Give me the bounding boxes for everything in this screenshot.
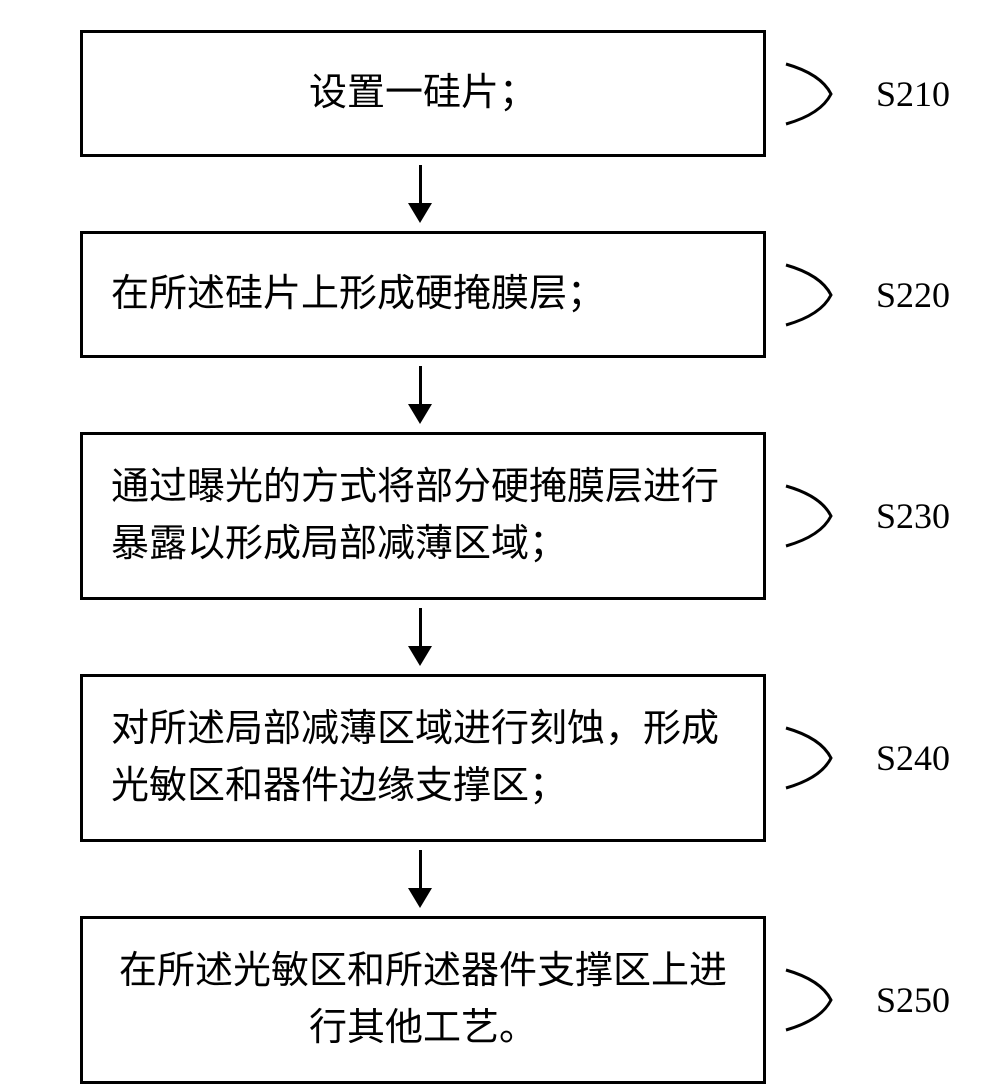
arrow-line (419, 608, 422, 646)
step-row-3: 通过曝光的方式将部分硬掩膜层进行暴露以形成局部减薄区域； S230 (50, 432, 950, 600)
flowchart-container: 设置一硅片； S210 在所述硅片上形成硬掩膜层； S220 通过曝 (50, 30, 950, 1084)
step-label-s230: S230 (876, 495, 950, 537)
label-container-s240: S240 (781, 718, 950, 798)
step-text-s230: 通过曝光的方式将部分硬掩膜层进行暴露以形成局部减薄区域； (111, 459, 735, 573)
label-container-s210: S210 (781, 54, 950, 134)
step-box-s240: 对所述局部减薄区域进行刻蚀，形成光敏区和器件边缘支撑区； (80, 674, 766, 842)
step-box-s250: 在所述光敏区和所述器件支撑区上进行其他工艺。 (80, 916, 766, 1084)
curve-bracket-icon (781, 718, 841, 798)
curve-bracket-icon (781, 960, 841, 1040)
step-box-s220: 在所述硅片上形成硬掩膜层； (80, 231, 766, 358)
arrow-line (419, 165, 422, 203)
arrow-head-icon (408, 646, 432, 666)
curve-bracket-icon (781, 255, 841, 335)
step-label-s240: S240 (876, 737, 950, 779)
curve-bracket-icon (781, 54, 841, 134)
arrow-2 (408, 366, 432, 424)
arrow-line (419, 366, 422, 404)
step-text-s240: 对所述局部减薄区域进行刻蚀，形成光敏区和器件边缘支撑区； (111, 701, 735, 815)
label-container-s230: S230 (781, 476, 950, 556)
label-container-s220: S220 (781, 255, 950, 335)
step-label-s210: S210 (876, 73, 950, 115)
arrow-line (419, 850, 422, 888)
step-row-4: 对所述局部减薄区域进行刻蚀，形成光敏区和器件边缘支撑区； S240 (50, 674, 950, 842)
step-label-s250: S250 (876, 979, 950, 1021)
arrow-4 (408, 850, 432, 908)
arrow-3 (408, 608, 432, 666)
step-row-2: 在所述硅片上形成硬掩膜层； S220 (50, 231, 950, 358)
step-text-s210: 设置一硅片； (111, 65, 735, 122)
curve-bracket-icon (781, 476, 841, 556)
step-row-5: 在所述光敏区和所述器件支撑区上进行其他工艺。 S250 (50, 916, 950, 1084)
arrow-1 (408, 165, 432, 223)
step-row-1: 设置一硅片； S210 (50, 30, 950, 157)
label-container-s250: S250 (781, 960, 950, 1040)
step-box-s210: 设置一硅片； (80, 30, 766, 157)
step-text-s220: 在所述硅片上形成硬掩膜层； (111, 266, 735, 323)
arrow-head-icon (408, 888, 432, 908)
step-text-s250: 在所述光敏区和所述器件支撑区上进行其他工艺。 (111, 943, 735, 1057)
step-box-s230: 通过曝光的方式将部分硬掩膜层进行暴露以形成局部减薄区域； (80, 432, 766, 600)
arrow-head-icon (408, 404, 432, 424)
arrow-head-icon (408, 203, 432, 223)
step-label-s220: S220 (876, 274, 950, 316)
